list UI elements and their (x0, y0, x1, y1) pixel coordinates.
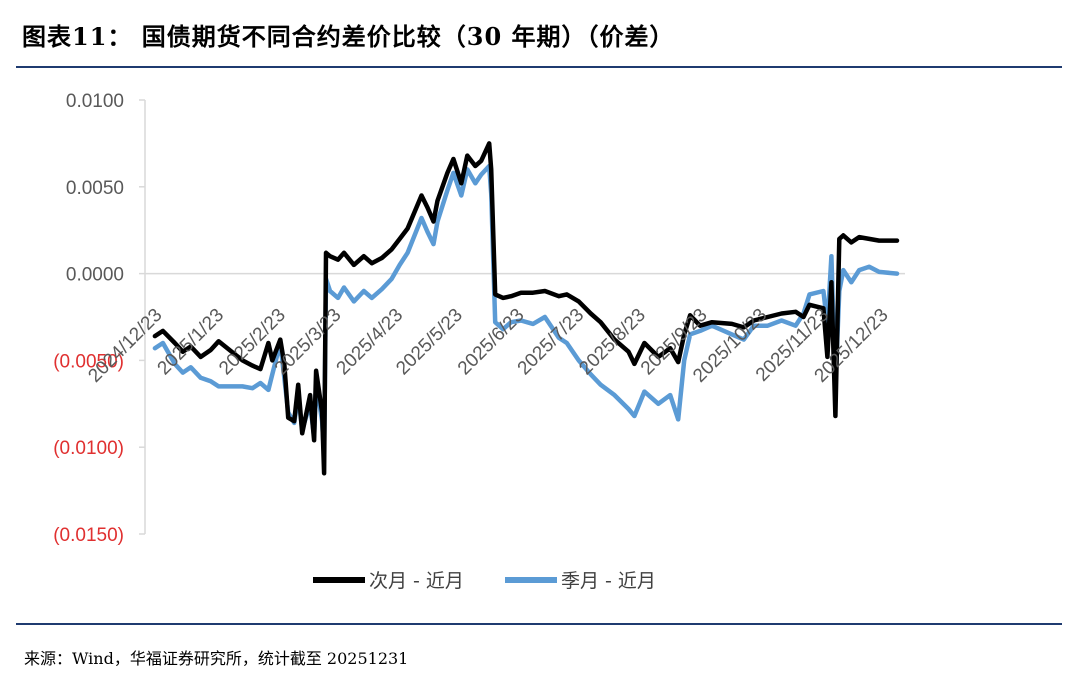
y-tick-label: 0.0050 (66, 178, 124, 199)
y-axis-tick-labels: 0.0100 0.0050 0.0000 (0.0050) (0.0100) (0.015… (53, 91, 124, 546)
y-tick-label: (0.0100) (53, 438, 124, 459)
source-note: 来源：Wind，华福证券研究所，统计截至 20251231 (24, 649, 409, 668)
top-rule (16, 66, 1062, 68)
legend-label: 季月 - 近月 (561, 570, 656, 592)
gridlines (139, 99, 905, 535)
series-line (152, 141, 900, 476)
chart-title: 图表11： 国债期货不同合约差价比较（30 年期）（价差） (22, 22, 675, 51)
x-tick-label: 2025/8/23 (575, 305, 650, 380)
y-tick-label: (0.0150) (53, 525, 124, 546)
line-chart: 0.0100 0.0050 0.0000 (0.0050) (0.0100) (0.015… (53, 91, 905, 592)
y-tick-label: (0.0050) (53, 351, 124, 372)
series-lines (152, 141, 900, 476)
y-tick-label: 0.0000 (66, 265, 124, 286)
legend-label: 次月 - 近月 (369, 570, 464, 592)
legend: 次月 - 近月 季月 - 近月 (313, 570, 656, 592)
bottom-rule (16, 623, 1062, 625)
x-tick-label: 2024/12/23 (84, 305, 166, 387)
y-tick-label: 0.0100 (66, 91, 124, 112)
